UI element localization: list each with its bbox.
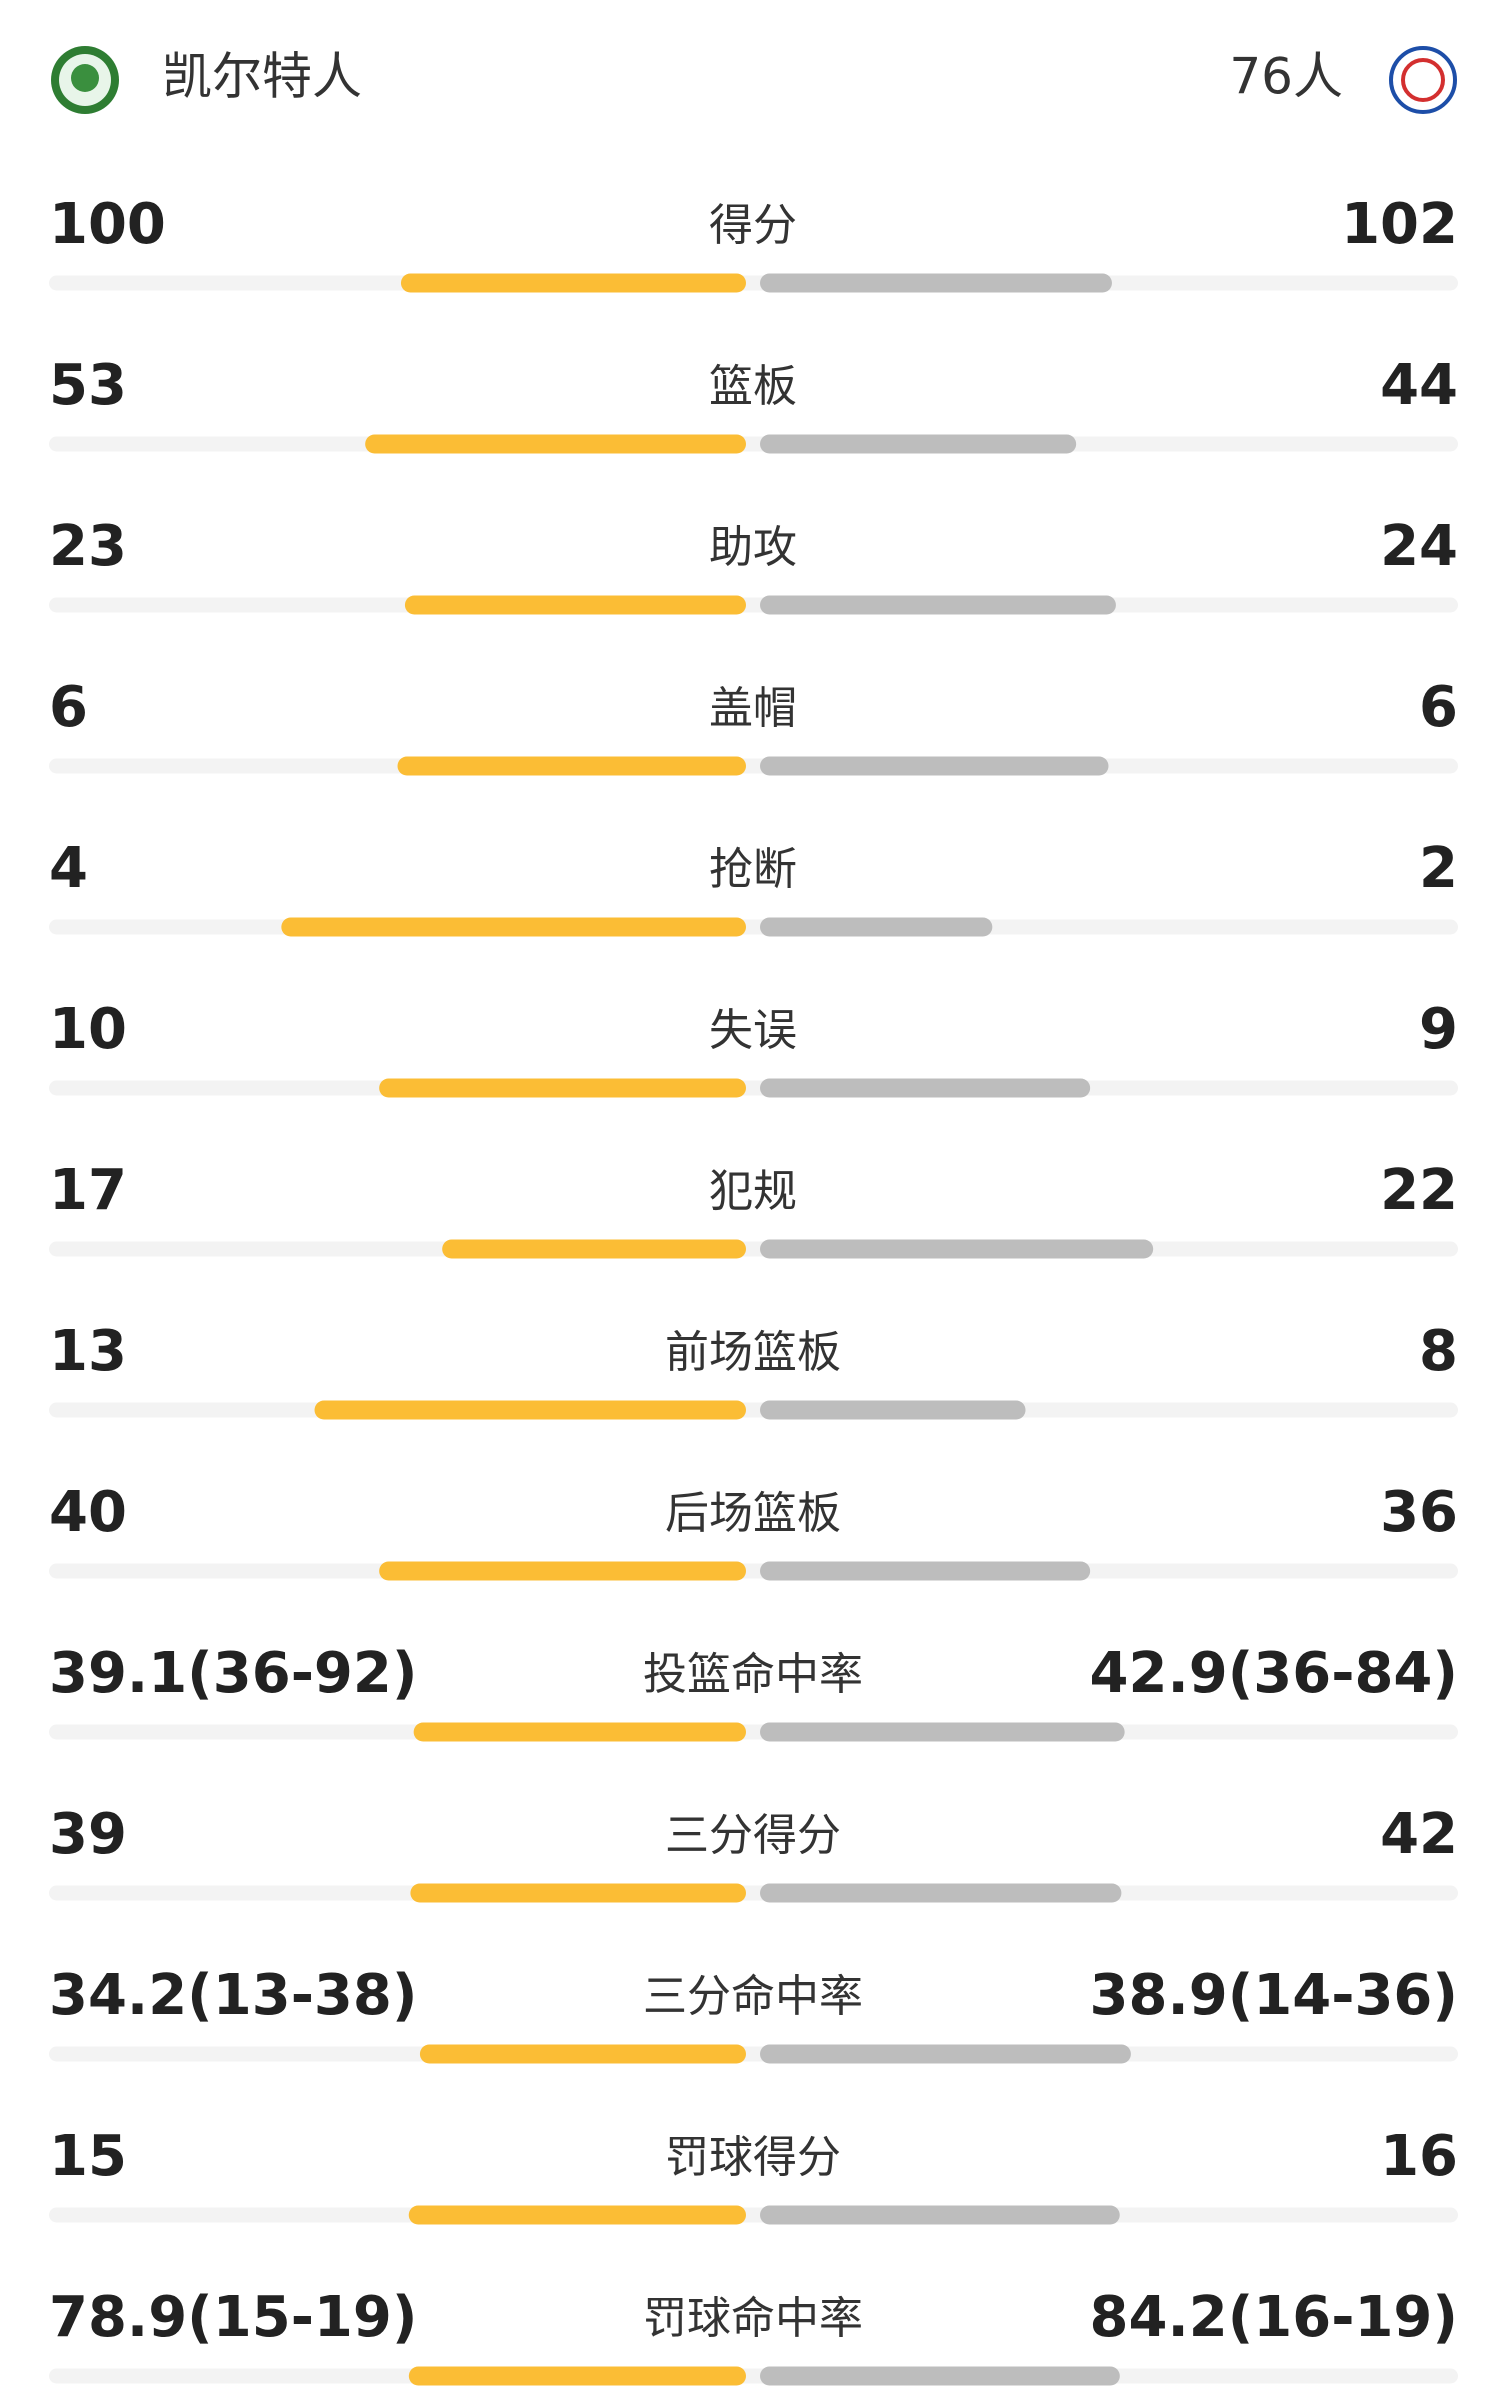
stat-label: 前场篮板 [665, 1327, 841, 1378]
bar-track [49, 758, 1458, 774]
away-bar [760, 756, 1109, 776]
home-bar [314, 1400, 746, 1420]
away-value: 36 [1380, 1480, 1458, 1545]
away-value: 16 [1380, 2124, 1458, 2189]
away-value: 42 [1380, 1802, 1458, 1867]
home-bar [413, 1722, 746, 1742]
home-bar [404, 595, 746, 615]
bar-track [49, 436, 1458, 452]
stat-label: 抢断 [709, 844, 797, 895]
home-bar [419, 2044, 746, 2064]
stat-label: 投篮命中率 [643, 1649, 863, 1700]
home-bar [400, 273, 746, 293]
away-bar [760, 1883, 1122, 1903]
bar-track [49, 2368, 1458, 2384]
away-bar [760, 1400, 1026, 1420]
stat-label: 失误 [709, 1005, 797, 1056]
away-value: 6 [1419, 675, 1458, 740]
away-value: 84.2(16-19) [1090, 2285, 1458, 2350]
home-bar [397, 756, 746, 776]
stat-label: 罚球得分 [665, 2132, 841, 2183]
away-bar [760, 1561, 1091, 1581]
home-team: 凯尔特人 [162, 48, 362, 106]
away-value: 24 [1380, 514, 1458, 579]
away-value: 22 [1380, 1158, 1458, 1223]
bar-track [49, 1402, 1458, 1418]
away-value: 38.9(14-36) [1090, 1963, 1458, 2028]
bar-track [49, 919, 1458, 935]
stat-label: 三分得分 [665, 1810, 841, 1861]
home-value: 13 [49, 1319, 127, 1384]
home-bar [365, 434, 746, 454]
away-logo [1389, 46, 1457, 114]
home-value: 15 [49, 2124, 127, 2189]
bar-track [49, 1885, 1458, 1901]
away-value: 9 [1419, 997, 1458, 1062]
bar-track [49, 2046, 1458, 2062]
home-value: 40 [49, 1480, 127, 1545]
away-bar [760, 1239, 1154, 1259]
home-bar [408, 2366, 746, 2386]
home-bar [410, 1883, 746, 1903]
home-value: 10 [49, 997, 127, 1062]
home-value: 53 [49, 353, 127, 418]
home-value: 23 [49, 514, 127, 579]
away-bar [760, 2205, 1120, 2225]
home-bar [379, 1561, 746, 1581]
stat-label: 罚球命中率 [643, 2293, 863, 2344]
bar-track [49, 1080, 1458, 1096]
bar-track [49, 597, 1458, 613]
home-value: 100 [49, 192, 166, 257]
away-value: 42.9(36-84) [1090, 1641, 1458, 1706]
stat-label: 三分命中率 [643, 1971, 863, 2022]
bar-track [49, 275, 1458, 291]
away-team: 76人 [1229, 48, 1343, 106]
away-bar [760, 917, 993, 937]
stat-label: 盖帽 [709, 683, 797, 734]
home-logo [51, 46, 119, 114]
home-value: 6 [49, 675, 88, 740]
home-bar [442, 1239, 746, 1259]
away-value: 102 [1341, 192, 1458, 257]
stat-label: 得分 [709, 200, 797, 251]
away-bar [760, 2044, 1131, 2064]
stat-label: 篮板 [709, 361, 797, 412]
away-value: 8 [1419, 1319, 1458, 1384]
stat-label: 后场篮板 [665, 1488, 841, 1539]
home-value: 39.1(36-92) [49, 1641, 417, 1706]
away-bar [760, 273, 1112, 293]
away-bar [760, 434, 1077, 454]
home-bar [408, 2205, 746, 2225]
away-bar [760, 2366, 1120, 2386]
bar-track [49, 1724, 1458, 1740]
bar-track [49, 1241, 1458, 1257]
bar-track [49, 1563, 1458, 1579]
home-value: 78.9(15-19) [49, 2285, 417, 2350]
home-value: 4 [49, 836, 88, 901]
stat-label: 助攻 [709, 522, 797, 573]
home-bar [379, 1078, 746, 1098]
bar-track [49, 2207, 1458, 2223]
away-bar [760, 1078, 1091, 1098]
home-bar [281, 917, 746, 937]
away-value: 2 [1419, 836, 1458, 901]
home-value: 34.2(13-38) [49, 1963, 417, 2028]
stat-label: 犯规 [709, 1166, 797, 1217]
away-bar [760, 595, 1116, 615]
home-value: 39 [49, 1802, 127, 1867]
home-value: 17 [49, 1158, 127, 1223]
away-bar [760, 1722, 1125, 1742]
away-value: 44 [1380, 353, 1458, 418]
